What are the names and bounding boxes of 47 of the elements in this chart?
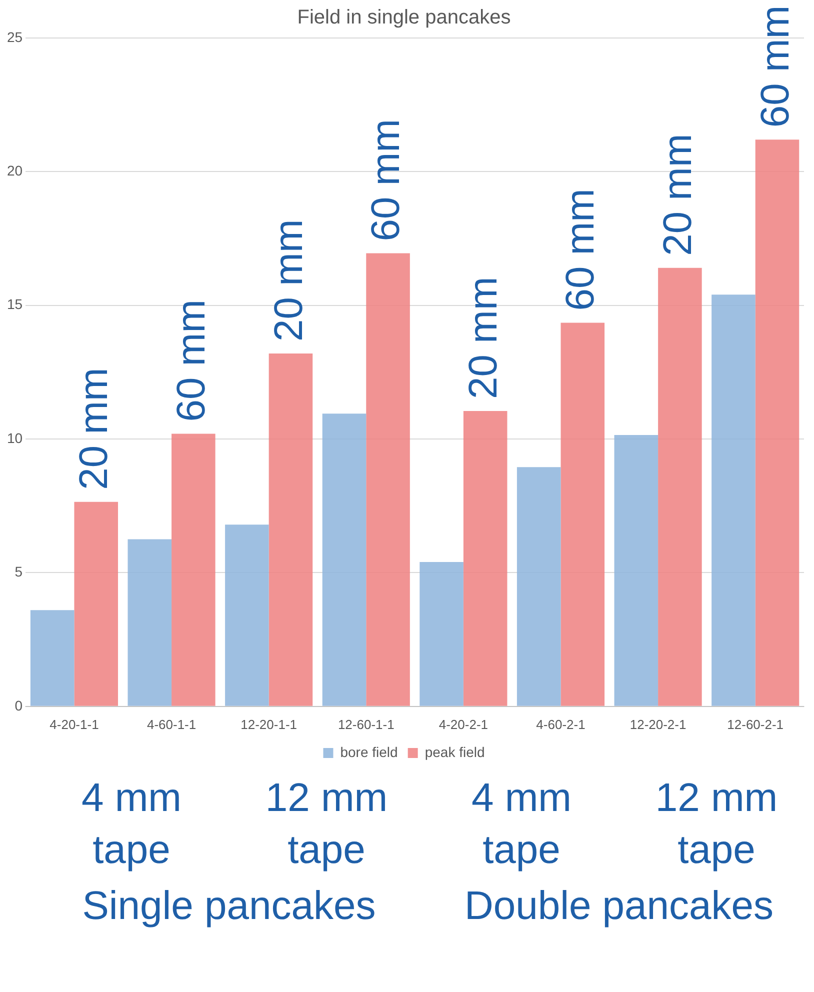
text: Double pancakes [463,883,775,930]
bar [366,253,410,706]
bar [322,414,366,706]
legend-label: bore field [340,744,398,760]
bar [74,502,118,706]
annotation: 20 mm [656,134,700,256]
bar [712,294,756,706]
y-tick-label: 25 [6,28,23,45]
x-tick-label: 12-20-1-1 [240,716,298,732]
chart-title: Field in single pancakes [297,6,511,29]
text: 4 mm tape [470,775,572,874]
x-tick-label: 12-20-2-1 [630,716,686,732]
legend-label: peak field [424,744,485,760]
text: Single pancakes [81,883,377,930]
x-tick-label: 4-60-1-1 [146,716,196,732]
bar [755,140,800,706]
text: 12 mm tape [654,775,779,874]
bar [172,434,216,706]
x-tick-label: 4-20-1-1 [50,716,99,732]
y-tick-label: 0 [14,697,23,714]
text: 12 mm tape [264,775,389,874]
annotation: 20 mm [461,276,506,399]
text: 4 mm tape [80,775,182,874]
x-tick-label: 4-60-2-1 [536,716,586,732]
annotation: 60 mm [753,5,798,128]
annotation: 20 mm [266,219,311,342]
y-tick-label: 20 [6,162,23,179]
bar [516,467,561,706]
y-tick-label: 15 [6,296,23,312]
bar [128,539,172,706]
bar [225,524,269,706]
x-tick-label: 12-60-2-1 [727,716,784,732]
bar [268,353,313,706]
x-tick-label: 12-60-1-1 [338,716,394,732]
bar [463,410,508,706]
bar [420,562,464,706]
x-tick-label: 4-20-2-1 [438,716,488,732]
bar [614,435,658,706]
bar [30,610,74,706]
annotation: 60 mm [558,188,603,311]
annotation: 20 mm [72,368,116,490]
annotation: 60 mm [364,118,408,242]
annotation: 60 mm [169,299,214,422]
y-tick-label: 10 [6,430,23,446]
y-tick-label: 5 [14,564,23,580]
bar [560,322,605,706]
bar [658,268,702,706]
